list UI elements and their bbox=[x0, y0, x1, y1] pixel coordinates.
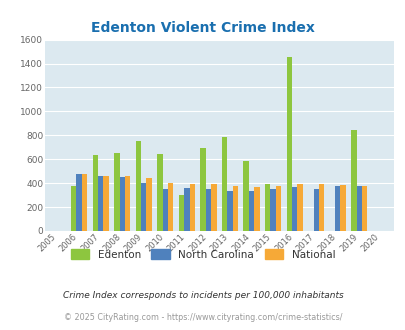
Bar bbox=[92, 155, 98, 231]
Bar bbox=[168, 182, 173, 231]
Bar bbox=[222, 137, 227, 231]
Bar bbox=[334, 186, 340, 231]
Legend: Edenton, North Carolina, National: Edenton, North Carolina, National bbox=[66, 245, 339, 264]
Bar bbox=[76, 174, 82, 231]
Bar bbox=[340, 185, 345, 231]
Bar bbox=[296, 184, 302, 231]
Text: © 2025 CityRating.com - https://www.cityrating.com/crime-statistics/: © 2025 CityRating.com - https://www.city… bbox=[64, 313, 341, 322]
Bar bbox=[103, 176, 109, 231]
Bar bbox=[141, 182, 146, 231]
Bar bbox=[184, 188, 189, 231]
Bar bbox=[350, 130, 356, 231]
Bar bbox=[361, 185, 367, 231]
Bar bbox=[71, 186, 76, 231]
Bar bbox=[82, 174, 87, 231]
Bar bbox=[205, 188, 211, 231]
Bar bbox=[270, 188, 275, 231]
Bar bbox=[178, 195, 184, 231]
Bar bbox=[119, 177, 125, 231]
Bar bbox=[356, 186, 361, 231]
Bar bbox=[135, 141, 141, 231]
Bar bbox=[286, 57, 291, 231]
Bar bbox=[98, 176, 103, 231]
Bar bbox=[189, 184, 194, 231]
Bar bbox=[248, 191, 254, 231]
Bar bbox=[114, 153, 119, 231]
Bar bbox=[211, 184, 216, 231]
Bar bbox=[313, 188, 318, 231]
Bar bbox=[227, 191, 232, 231]
Bar bbox=[125, 176, 130, 231]
Bar bbox=[157, 154, 162, 231]
Bar bbox=[146, 178, 151, 231]
Bar bbox=[232, 185, 237, 231]
Bar bbox=[243, 161, 248, 231]
Bar bbox=[275, 186, 281, 231]
Bar bbox=[162, 188, 168, 231]
Bar bbox=[254, 187, 259, 231]
Bar bbox=[318, 184, 324, 231]
Text: Edenton Violent Crime Index: Edenton Violent Crime Index bbox=[91, 21, 314, 35]
Bar bbox=[200, 148, 205, 231]
Text: Crime Index corresponds to incidents per 100,000 inhabitants: Crime Index corresponds to incidents per… bbox=[62, 291, 343, 300]
Bar bbox=[264, 184, 270, 231]
Bar bbox=[291, 187, 296, 231]
